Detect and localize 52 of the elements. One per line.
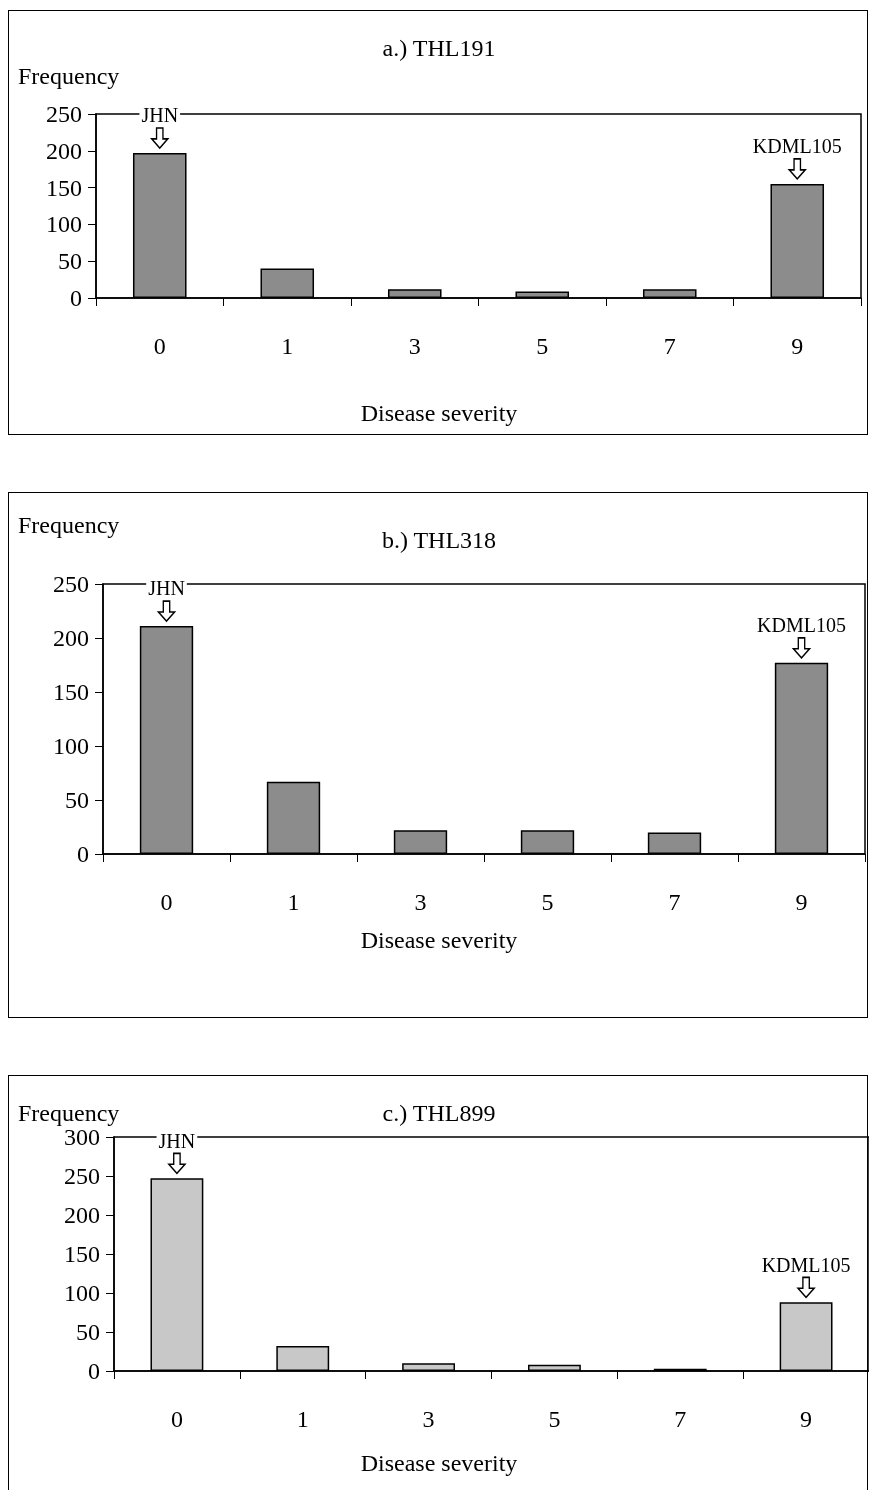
x-tick-label: 1 bbox=[287, 889, 300, 915]
x-tick-label: 5 bbox=[548, 1406, 561, 1432]
y-axis-title: Frequency bbox=[18, 63, 120, 89]
x-tick-label: 9 bbox=[800, 1406, 813, 1432]
x-tick-label: 9 bbox=[795, 889, 808, 915]
y-tick-label: 250 bbox=[53, 571, 89, 597]
y-tick-label: 200 bbox=[64, 1202, 100, 1228]
y-tick-label: 100 bbox=[64, 1280, 100, 1306]
x-tick-label: 0 bbox=[160, 889, 173, 915]
annotation: JHN bbox=[148, 577, 185, 600]
x-tick-label: 1 bbox=[296, 1406, 309, 1432]
x-tick-label: 1 bbox=[281, 333, 294, 359]
x-tick-label: 3 bbox=[422, 1406, 435, 1432]
x-tick-label: 3 bbox=[414, 889, 427, 915]
x-tick-label: 5 bbox=[536, 333, 549, 359]
x-tick-label: 5 bbox=[541, 889, 554, 915]
y-tick-label: 150 bbox=[64, 1241, 100, 1267]
y-tick-label: 50 bbox=[58, 248, 82, 275]
annotation: KDML105 bbox=[761, 1253, 851, 1276]
x-axis-title: Disease severity bbox=[360, 927, 518, 953]
x-axis-title: Disease severity bbox=[360, 1450, 518, 1476]
y-tick-label: 250 bbox=[64, 1163, 100, 1189]
chart-title: a.) THL191 bbox=[382, 35, 496, 61]
y-tick-label: 200 bbox=[46, 137, 82, 164]
chart-title: c.) THL899 bbox=[382, 1100, 496, 1126]
y-tick-label: 0 bbox=[77, 841, 89, 867]
annotation: JHN bbox=[158, 1129, 196, 1152]
y-tick-label: 100 bbox=[53, 733, 89, 759]
y-tick-label: 50 bbox=[65, 787, 89, 813]
y-tick-label: 200 bbox=[53, 625, 89, 651]
x-axis-title: Disease severity bbox=[360, 400, 518, 426]
y-axis-title: Frequency bbox=[18, 512, 120, 538]
x-tick-label: 7 bbox=[663, 333, 676, 359]
y-axis-title: Frequency bbox=[18, 1100, 120, 1126]
y-tick-label: 0 bbox=[88, 1358, 100, 1384]
y-tick-label: 100 bbox=[46, 211, 82, 238]
x-tick-label: 9 bbox=[791, 333, 804, 359]
y-tick-label: 250 bbox=[46, 101, 82, 127]
x-tick-label: 3 bbox=[408, 333, 421, 359]
chart-title: b.) THL318 bbox=[381, 527, 497, 553]
x-tick-label: 0 bbox=[170, 1406, 183, 1432]
annotation: JHN bbox=[141, 104, 179, 127]
x-tick-label: 7 bbox=[674, 1406, 687, 1432]
y-tick-label: 150 bbox=[46, 174, 82, 201]
y-tick-label: 300 bbox=[64, 1124, 100, 1150]
y-tick-label: 150 bbox=[53, 679, 89, 705]
annotation: KDML105 bbox=[752, 135, 842, 158]
x-tick-label: 0 bbox=[153, 333, 166, 359]
annotation: KDML105 bbox=[757, 614, 846, 636]
y-tick-label: 0 bbox=[70, 285, 82, 311]
y-tick-label: 50 bbox=[76, 1319, 100, 1345]
x-tick-label: 7 bbox=[668, 889, 681, 915]
